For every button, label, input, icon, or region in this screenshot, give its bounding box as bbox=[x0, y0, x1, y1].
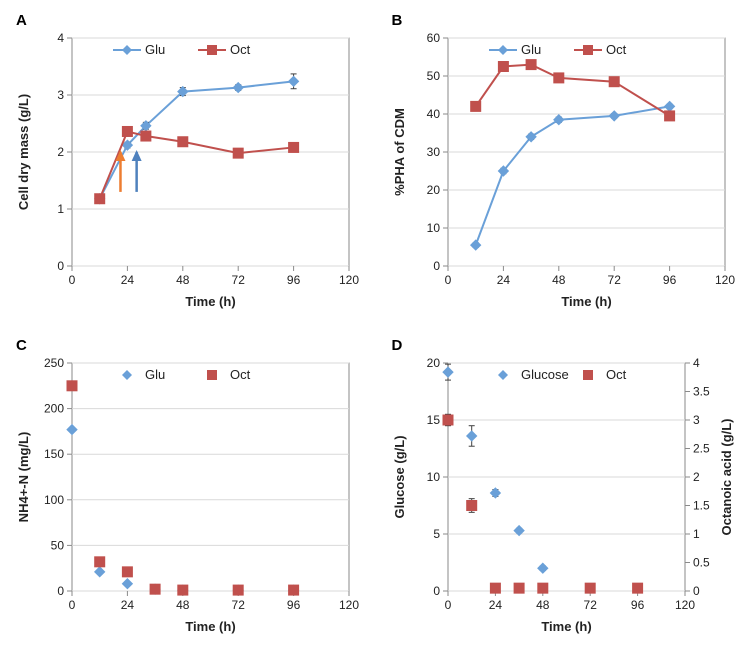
svg-text:3: 3 bbox=[57, 88, 64, 102]
svg-text:72: 72 bbox=[607, 273, 621, 287]
svg-text:0: 0 bbox=[444, 598, 451, 612]
svg-text:0: 0 bbox=[693, 584, 700, 598]
svg-text:20: 20 bbox=[426, 356, 440, 370]
panel-grid: A 02448729612001234Time (h)Cell dry mass… bbox=[10, 10, 741, 649]
svg-text:72: 72 bbox=[232, 273, 246, 287]
svg-text:Glucose (g/L): Glucose (g/L) bbox=[392, 435, 407, 518]
panel-label-A: A bbox=[16, 12, 27, 29]
svg-text:Glu: Glu bbox=[145, 367, 165, 382]
svg-text:Glu: Glu bbox=[521, 42, 541, 57]
svg-text:120: 120 bbox=[339, 598, 359, 612]
svg-text:96: 96 bbox=[662, 273, 676, 287]
chart-D: 0244872961200510152000.511.522.533.54Tim… bbox=[386, 335, 741, 645]
svg-text:Octanoic acid (g/L): Octanoic acid (g/L) bbox=[719, 418, 734, 535]
svg-text:0: 0 bbox=[69, 273, 76, 287]
svg-text:Glu: Glu bbox=[145, 42, 165, 57]
svg-text:Time (h): Time (h) bbox=[185, 619, 235, 634]
svg-text:1.5: 1.5 bbox=[693, 498, 710, 512]
svg-text:1: 1 bbox=[693, 527, 700, 541]
svg-text:1: 1 bbox=[57, 202, 64, 216]
svg-text:100: 100 bbox=[44, 492, 64, 506]
panel-A: A 0 24 48 72 96 120 0 1 2 3 4 Time (h) Cell dry mass… bbox=[10, 10, 366, 325]
svg-text:15: 15 bbox=[426, 413, 440, 427]
svg-text:Oct: Oct bbox=[230, 367, 251, 382]
svg-text:20: 20 bbox=[426, 183, 440, 197]
svg-text:0: 0 bbox=[433, 584, 440, 598]
svg-text:48: 48 bbox=[552, 273, 566, 287]
svg-text:50: 50 bbox=[426, 69, 440, 83]
svg-text:10: 10 bbox=[426, 470, 440, 484]
svg-text:30: 30 bbox=[426, 145, 440, 159]
svg-text:Time (h): Time (h) bbox=[561, 294, 611, 309]
svg-text:5: 5 bbox=[433, 527, 440, 541]
svg-text:Time (h): Time (h) bbox=[185, 294, 235, 309]
chart-B: 0 24 48 72 96 120 0 10 20 30 40 50 60 Time (h) %PHA of… bbox=[386, 10, 741, 320]
svg-text:Oct: Oct bbox=[606, 42, 627, 57]
panel-label-C: C bbox=[16, 337, 27, 354]
chart-C: 0 24 48 72 96 120 0 50 100 150 200 250 Time (h) NH4+-… bbox=[10, 335, 365, 645]
panel-D: D 0244872961200510152000.511.522.533.54T… bbox=[386, 335, 742, 650]
svg-text:%PHA of CDM: %PHA of CDM bbox=[392, 108, 407, 196]
svg-text:48: 48 bbox=[536, 598, 550, 612]
svg-text:3.5: 3.5 bbox=[693, 384, 710, 398]
svg-text:NH4+-N (mg/L): NH4+-N (mg/L) bbox=[16, 431, 31, 522]
svg-text:40: 40 bbox=[426, 107, 440, 121]
svg-text:96: 96 bbox=[287, 598, 301, 612]
svg-text:0: 0 bbox=[433, 259, 440, 273]
svg-text:Oct: Oct bbox=[230, 42, 251, 57]
svg-text:4: 4 bbox=[57, 31, 64, 45]
svg-text:48: 48 bbox=[176, 598, 190, 612]
svg-text:Glucose: Glucose bbox=[521, 367, 569, 382]
svg-text:Time (h): Time (h) bbox=[541, 619, 591, 634]
svg-text:24: 24 bbox=[488, 598, 502, 612]
svg-text:24: 24 bbox=[121, 273, 135, 287]
panel-label-D: D bbox=[392, 337, 403, 354]
svg-text:48: 48 bbox=[176, 273, 190, 287]
svg-text:3: 3 bbox=[693, 413, 700, 427]
chart-A: 0 24 48 72 96 120 0 1 2 3 4 Time (h) Cell dry mass (… bbox=[10, 10, 365, 320]
svg-text:60: 60 bbox=[426, 31, 440, 45]
svg-text:120: 120 bbox=[674, 598, 694, 612]
svg-text:96: 96 bbox=[287, 273, 301, 287]
svg-text:200: 200 bbox=[44, 401, 64, 415]
svg-text:72: 72 bbox=[583, 598, 597, 612]
panel-C: C 0 24 48 72 96 120 0 50 100 150 200 250 Time (h) NH4… bbox=[10, 335, 366, 650]
svg-text:250: 250 bbox=[44, 356, 64, 370]
svg-text:120: 120 bbox=[339, 273, 359, 287]
svg-text:72: 72 bbox=[232, 598, 246, 612]
svg-text:0: 0 bbox=[57, 584, 64, 598]
svg-text:120: 120 bbox=[714, 273, 734, 287]
svg-text:0.5: 0.5 bbox=[693, 555, 710, 569]
svg-text:0: 0 bbox=[444, 273, 451, 287]
svg-text:2: 2 bbox=[693, 470, 700, 484]
svg-text:0: 0 bbox=[57, 259, 64, 273]
svg-text:24: 24 bbox=[121, 598, 135, 612]
svg-text:4: 4 bbox=[693, 356, 700, 370]
svg-text:96: 96 bbox=[630, 598, 644, 612]
svg-text:2.5: 2.5 bbox=[693, 441, 710, 455]
svg-text:2: 2 bbox=[57, 145, 64, 159]
panel-label-B: B bbox=[392, 12, 403, 29]
svg-text:0: 0 bbox=[69, 598, 76, 612]
svg-text:24: 24 bbox=[496, 273, 510, 287]
panel-B: B 0 24 48 72 96 120 0 10 20 30 40 50 60 Time (h) %PHA … bbox=[386, 10, 742, 325]
svg-text:Cell dry mass (g/L): Cell dry mass (g/L) bbox=[16, 94, 31, 210]
svg-text:Oct: Oct bbox=[606, 367, 627, 382]
svg-text:10: 10 bbox=[426, 221, 440, 235]
svg-text:150: 150 bbox=[44, 447, 64, 461]
svg-text:50: 50 bbox=[51, 538, 65, 552]
